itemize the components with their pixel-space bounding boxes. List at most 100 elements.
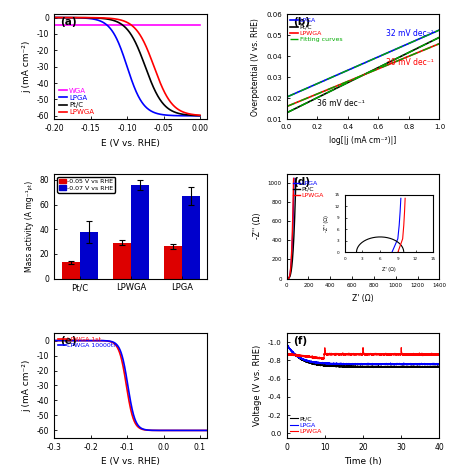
- X-axis label: log[|j (mA cm⁻²)|]: log[|j (mA cm⁻²)|]: [329, 136, 397, 145]
- LPGA: [77, 15, 83, 20]
- LPWGA: [197, 112, 202, 118]
- LPGA: [291, 194, 296, 199]
- LPWGA 1st: [91, 337, 96, 343]
- Y-axis label: Mass activity (A mg⁻¹ₚₜ): Mass activity (A mg⁻¹ₚₜ): [25, 180, 34, 272]
- LPWGA: [357, 351, 362, 357]
- Bar: [164, 247, 182, 278]
- WGA: [52, 22, 57, 28]
- Legend: LPGA, Pt/C, LPWGA, Fitting curves: LPGA, Pt/C, LPWGA, Fitting curves: [290, 18, 343, 43]
- LPGA: [137, 97, 143, 102]
- LPGA: [149, 109, 154, 114]
- LPWGA: [290, 194, 296, 199]
- WGA: [117, 22, 123, 28]
- Line: LPWGA: LPWGA: [54, 18, 200, 115]
- Bar: [182, 196, 199, 278]
- LPGA: [161, 112, 167, 118]
- LPWGA: [291, 178, 296, 184]
- WGA: [197, 22, 202, 28]
- Line: LPWGA 1st: LPWGA 1st: [54, 340, 207, 430]
- Line: LPGA: LPGA: [54, 18, 200, 116]
- Legend: Pt/C, LPGA, LPWGA: Pt/C, LPGA, LPWGA: [290, 416, 323, 435]
- Line: LPWGA: LPWGA: [287, 347, 439, 359]
- Line: LPWGA: LPWGA: [288, 178, 294, 278]
- LPWGA 10000th: [142, 426, 147, 432]
- LPGA: [437, 361, 442, 367]
- Line: Pt/C: Pt/C: [287, 344, 439, 367]
- LPWGA: [149, 57, 154, 63]
- LPWGA 10000th: [79, 337, 84, 343]
- LPWGA 1st: [121, 366, 126, 371]
- LPWGA: [360, 345, 366, 350]
- LPGA: [284, 341, 289, 347]
- Pt/C: [197, 113, 202, 119]
- Line: Pt/C: Pt/C: [54, 18, 200, 116]
- WGA: [161, 22, 167, 28]
- LPWGA: [137, 32, 143, 38]
- Pt/C: [293, 194, 298, 199]
- Bar: [113, 243, 131, 278]
- LPWGA: [290, 228, 295, 233]
- Y-axis label: j (mA cm⁻²): j (mA cm⁻²): [23, 359, 31, 412]
- LPWGA: [89, 15, 95, 20]
- WGA: [149, 22, 154, 28]
- Legend: WGA, LPGA, Pt/C, LPWGA: WGA, LPGA, Pt/C, LPWGA: [58, 87, 95, 116]
- LPWGA: [285, 276, 290, 281]
- Bar: [80, 232, 98, 278]
- Pt/C: [137, 50, 143, 56]
- LPWGA 1st: [167, 427, 172, 433]
- LPGA: [285, 276, 290, 281]
- Text: (d): (d): [293, 177, 310, 187]
- LPGA: [405, 362, 410, 368]
- LPWGA: [290, 216, 295, 222]
- Pt/C: [284, 341, 289, 347]
- Line: Pt/C: Pt/C: [287, 178, 296, 278]
- Pt/C: [284, 276, 290, 281]
- WGA: [77, 22, 83, 28]
- LPWGA 1st: [79, 337, 84, 343]
- Y-axis label: j (mA cm⁻²): j (mA cm⁻²): [23, 40, 31, 93]
- X-axis label: E (V vs. RHE): E (V vs. RHE): [101, 457, 160, 466]
- Pt/C: [52, 15, 57, 20]
- LPWGA: [437, 352, 442, 357]
- Text: (c): (c): [60, 177, 76, 187]
- Pt/C: [291, 228, 297, 234]
- Line: LPWGA 10000th: LPWGA 10000th: [54, 340, 207, 430]
- WGA: [89, 22, 95, 28]
- LPGA: [197, 113, 202, 119]
- Y-axis label: Voltage (V vs. RHE): Voltage (V vs. RHE): [253, 345, 262, 426]
- Pt/C: [432, 364, 438, 370]
- LPWGA 1st: [52, 337, 57, 343]
- X-axis label: E (V vs. RHE): E (V vs. RHE): [101, 139, 160, 148]
- LPWGA: [424, 351, 430, 357]
- LPGA: [89, 16, 95, 21]
- Pt/C: [117, 20, 123, 26]
- Line: LPGA: LPGA: [287, 344, 439, 365]
- Text: 30 mV dec⁻¹: 30 mV dec⁻¹: [386, 58, 434, 67]
- LPWGA: [284, 350, 289, 356]
- LPGA: [291, 176, 297, 181]
- Legend: LPGA, Pt/C, LPWGA: LPGA, Pt/C, LPWGA: [293, 180, 324, 198]
- LPWGA: [349, 351, 355, 357]
- LPGA: [349, 361, 355, 367]
- LPWGA: [320, 357, 325, 362]
- Pt/C: [292, 216, 297, 222]
- LPGA: [290, 221, 296, 227]
- Text: 32 mV dec⁻¹: 32 mV dec⁻¹: [386, 30, 434, 38]
- LPWGA: [395, 351, 400, 357]
- Pt/C: [89, 15, 95, 20]
- Pt/C: [77, 15, 83, 20]
- LPWGA: [432, 352, 438, 358]
- X-axis label: Z' (Ω): Z' (Ω): [352, 294, 374, 303]
- Text: (b): (b): [293, 18, 310, 28]
- Legend: -0.05 V vs RHE, -0.07 V vs RHE: -0.05 V vs RHE, -0.07 V vs RHE: [58, 177, 116, 193]
- Pt/C: [437, 364, 442, 369]
- Pt/C: [291, 228, 297, 233]
- LPWGA 1st: [142, 427, 147, 433]
- Bar: [131, 185, 149, 278]
- LPWGA 10000th: [121, 358, 126, 364]
- Pt/C: [161, 102, 167, 108]
- LPGA: [357, 361, 362, 367]
- Pt/C: [357, 364, 362, 369]
- LPGA: [290, 228, 295, 233]
- LPGA: [52, 15, 57, 20]
